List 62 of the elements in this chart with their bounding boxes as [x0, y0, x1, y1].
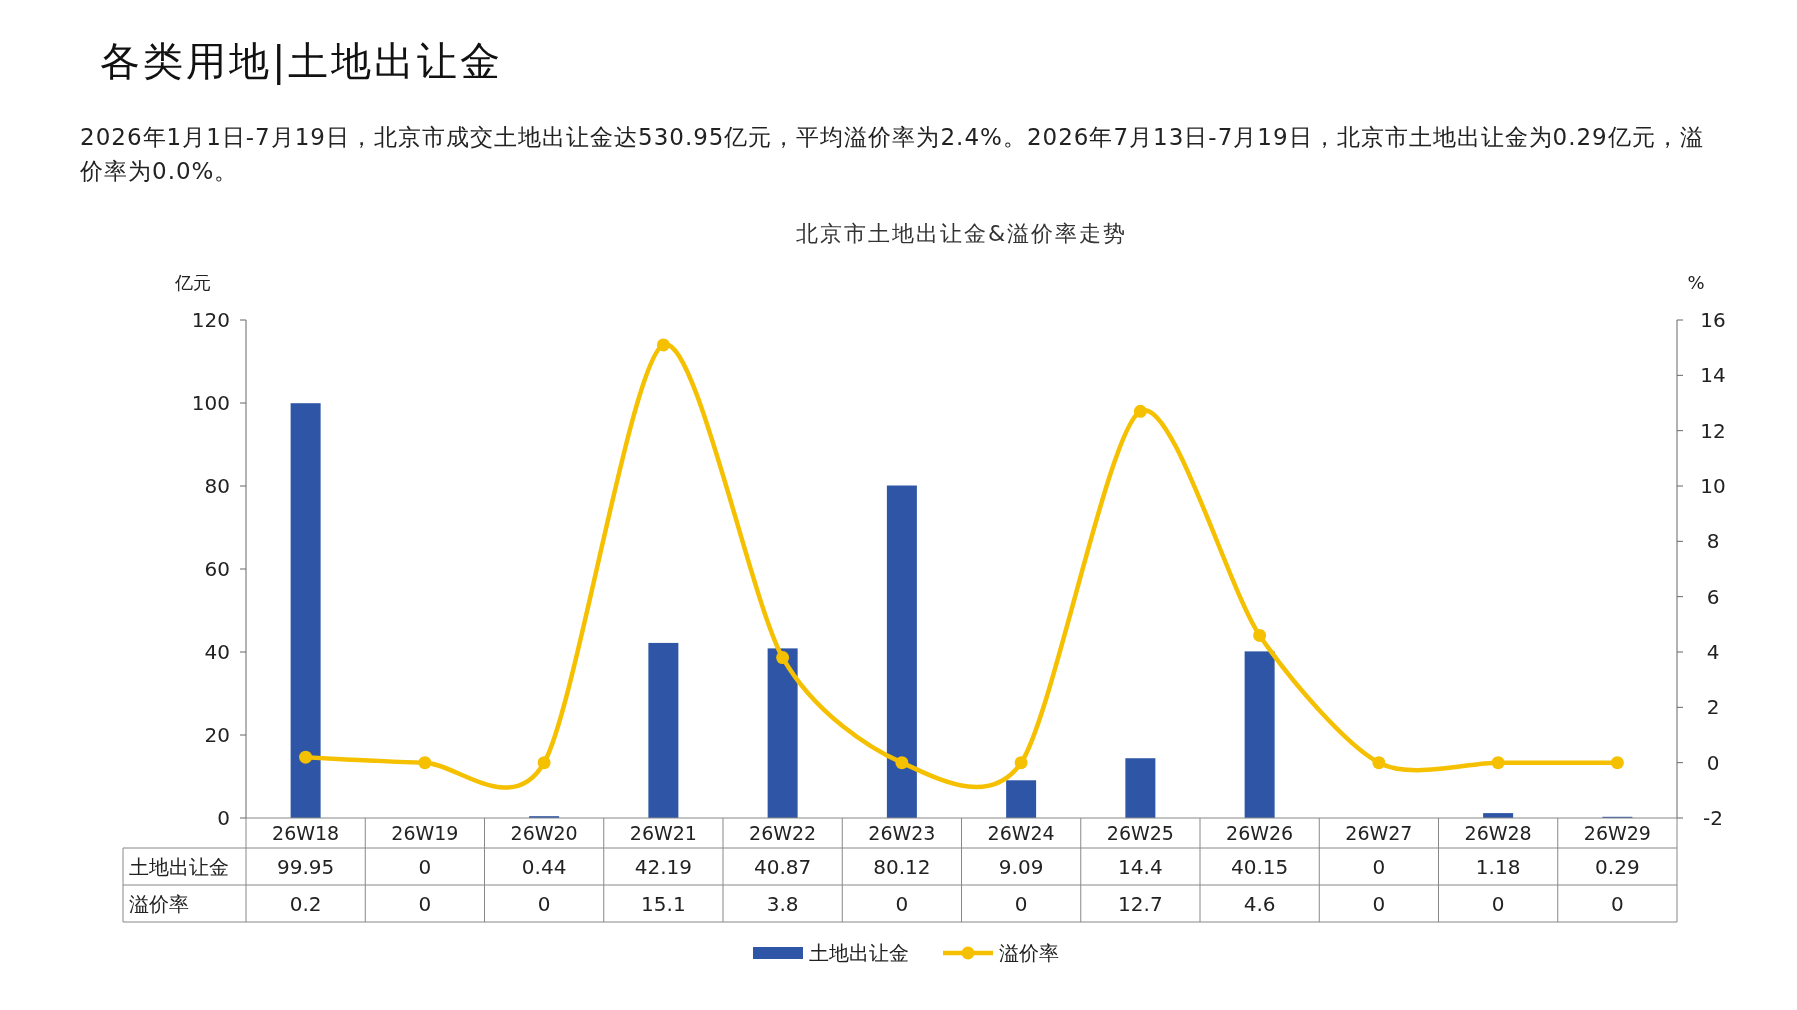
data-label: 0.44 — [521, 855, 567, 879]
data-label: 40.87 — [753, 855, 812, 879]
x-tick-label: 26W26 — [1226, 822, 1294, 844]
data-label: 0 — [1611, 892, 1624, 916]
data-label: 0 — [418, 892, 432, 916]
x-tick-label: 26W29 — [1583, 822, 1651, 844]
text: 土地出让金 — [129, 855, 229, 879]
data-label: 4.6 — [1243, 892, 1276, 916]
y2-tick-label: 14 — [1700, 363, 1726, 388]
x-tick-label: 26W18 — [272, 822, 340, 844]
y2-tick-label: 0 — [1706, 750, 1720, 775]
data-label: 0 — [1491, 892, 1505, 916]
legend-label: 溢价率 — [999, 941, 1059, 965]
data-label: 42.19 — [634, 855, 693, 879]
x-tick-label: 26W21 — [629, 822, 697, 844]
x-tick-label: 26W22 — [749, 822, 817, 844]
chart-subtitle: 2026年1月1日-7月19日，北京市成交土地出让金达530.95亿元，平均溢价率为2.4%。2026年7月13日-7月19日，北京市土地出让金为0.29亿元，溢价率为0.0%。 — [80, 123, 1705, 186]
y-tick-label: 20 — [204, 723, 230, 747]
text: 溢价率 — [129, 892, 189, 916]
y2-tick-label: 16 — [1700, 308, 1726, 332]
x-tick-label: 26W24 — [987, 822, 1055, 844]
data-label: 80.12 — [873, 855, 931, 879]
legend-label: 土地出让金 — [809, 941, 909, 965]
chart-title: 北京市土地出让金&溢价率走势 — [795, 221, 1128, 246]
data-label: 1.18 — [1475, 855, 1521, 879]
y-tick-label: 100 — [191, 391, 230, 415]
y2-tick-label: 10 — [1700, 474, 1726, 498]
x-tick-label: 26W19 — [391, 822, 459, 844]
data-label: 0 — [418, 855, 432, 879]
data-label: 9.09 — [998, 855, 1044, 879]
data-label: 40.15 — [1230, 855, 1289, 879]
y2-tick-label: -2 — [1703, 806, 1723, 830]
y2-tick-label: 4 — [1706, 640, 1720, 664]
data-label: 3.8 — [766, 892, 799, 916]
data-label: 0 — [537, 892, 551, 916]
y-tick-label: 120 — [191, 308, 230, 332]
x-tick-label: 26W23 — [868, 822, 936, 844]
y-tick-label: 80 — [204, 474, 230, 498]
data-label: 0 — [895, 892, 909, 916]
y-tick-label: 40 — [204, 640, 230, 664]
data-label: 0.2 — [289, 892, 322, 916]
data-label: 12.7 — [1118, 892, 1163, 916]
text: 各类用地|土地出让金 — [100, 37, 504, 87]
y2-tick-label: 6 — [1706, 584, 1720, 609]
x-tick-label: 26W25 — [1106, 822, 1174, 844]
x-tick-label: 26W28 — [1464, 822, 1532, 844]
y2-axis-title: % — [1687, 272, 1705, 293]
data-label: 99.95 — [276, 855, 335, 879]
y2-tick-label: 8 — [1706, 529, 1720, 554]
y2-tick-label: 12 — [1700, 418, 1726, 443]
data-label: 0 — [1372, 855, 1386, 879]
y-axis-title: 亿元 — [174, 272, 211, 293]
y-tick-label: 60 — [204, 557, 230, 581]
y-tick-label: 0 — [217, 806, 230, 830]
data-label: 0.29 — [1595, 855, 1640, 879]
data-label: 0 — [1372, 892, 1386, 916]
y2-tick-label: 2 — [1706, 695, 1720, 720]
data-label: 0 — [1014, 892, 1028, 916]
x-tick-label: 26W20 — [510, 822, 578, 844]
data-label: 14.4 — [1118, 855, 1163, 879]
data-label: 15.1 — [641, 892, 686, 916]
x-tick-label: 26W27 — [1345, 822, 1413, 844]
